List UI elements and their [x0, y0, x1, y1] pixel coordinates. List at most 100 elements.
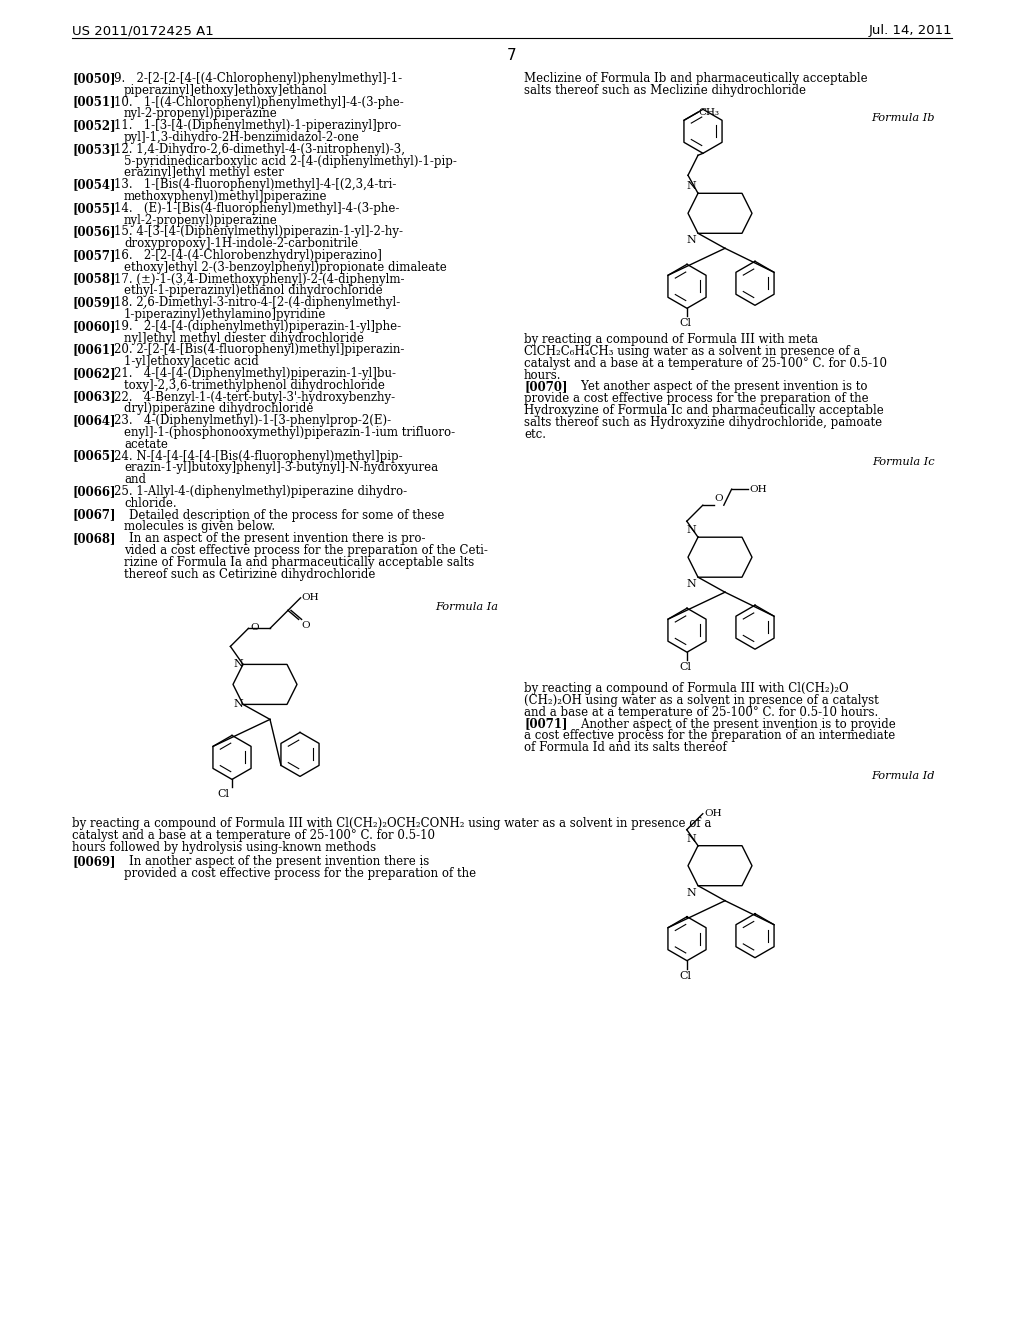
Text: (CH₂)₂OH using water as a solvent in presence of a catalyst: (CH₂)₂OH using water as a solvent in pre…: [524, 694, 879, 708]
Text: Formula Id: Formula Id: [871, 771, 935, 780]
Text: by reacting a compound of Formula III with meta: by reacting a compound of Formula III wi…: [524, 333, 818, 346]
Text: [0065]: [0065]: [72, 450, 116, 462]
Text: 1-piperazinyl)ethylamino]pyridine: 1-piperazinyl)ethylamino]pyridine: [124, 308, 327, 321]
Text: [0056]: [0056]: [72, 226, 116, 239]
Text: 18. 2,6-Dimethyl-3-nitro-4-[2-(4-diphenylmethyl-: 18. 2,6-Dimethyl-3-nitro-4-[2-(4-dipheny…: [114, 296, 400, 309]
Text: O: O: [251, 623, 259, 632]
Text: [0062]: [0062]: [72, 367, 116, 380]
Text: OH: OH: [750, 484, 767, 494]
Text: ethoxy]ethyl 2-(3-benzoylphenyl)propionate dimaleate: ethoxy]ethyl 2-(3-benzoylphenyl)propiona…: [124, 261, 446, 273]
Text: Detailed description of the process for some of these: Detailed description of the process for …: [114, 508, 444, 521]
Text: hours followed by hydrolysis using-known methods: hours followed by hydrolysis using-known…: [72, 841, 376, 854]
Text: N: N: [686, 834, 696, 843]
Text: [0071]: [0071]: [524, 718, 567, 730]
Text: 13.   1-[Bis(4-fluorophenyl)methyl]-4-[(2,3,4-tri-: 13. 1-[Bis(4-fluorophenyl)methyl]-4-[(2,…: [114, 178, 396, 191]
Text: 9.   2-[2-[2-[4-[(4-Chlorophenyl)phenylmethyl]-1-: 9. 2-[2-[2-[4-[(4-Chlorophenyl)phenylmet…: [114, 73, 402, 84]
Text: 16.   2-[2-[4-(4-Chlorobenzhydryl)piperazino]: 16. 2-[2-[4-(4-Chlorobenzhydryl)piperazi…: [114, 249, 382, 261]
Text: erazinyl]ethyl methyl ester: erazinyl]ethyl methyl ester: [124, 166, 284, 180]
Text: [0059]: [0059]: [72, 296, 116, 309]
Text: molecules is given below.: molecules is given below.: [124, 520, 275, 533]
Text: [0064]: [0064]: [72, 414, 116, 428]
Text: 17. (±)-1-(3,4-Dimethoxyphenyl)-2-(4-diphenylm-: 17. (±)-1-(3,4-Dimethoxyphenyl)-2-(4-dip…: [114, 273, 404, 285]
Text: [0054]: [0054]: [72, 178, 116, 191]
Text: piperazinyl]ethoxy]ethoxy]ethanol: piperazinyl]ethoxy]ethoxy]ethanol: [124, 83, 328, 96]
Text: N: N: [233, 700, 243, 709]
Text: 12. 1,4-Dihydro-2,6-dimethyl-4-(3-nitrophenyl)-3,: 12. 1,4-Dihydro-2,6-dimethyl-4-(3-nitrop…: [114, 143, 406, 156]
Text: OH: OH: [705, 809, 722, 818]
Text: [0058]: [0058]: [72, 273, 116, 285]
Text: salts thereof such as Meclizine dihydrochloride: salts thereof such as Meclizine dihydroc…: [524, 83, 806, 96]
Text: 21.   4-[4-[4-(Diphenylmethyl)piperazin-1-yl]bu-: 21. 4-[4-[4-(Diphenylmethyl)piperazin-1-…: [114, 367, 396, 380]
Text: 11.   1-[3-[4-(Diphenylmethyl)-1-piperazinyl]pro-: 11. 1-[3-[4-(Diphenylmethyl)-1-piperazin…: [114, 119, 401, 132]
Text: [0051]: [0051]: [72, 95, 116, 108]
Text: [0060]: [0060]: [72, 319, 116, 333]
Text: [0055]: [0055]: [72, 202, 116, 215]
Text: methoxyphenyl)methyl]piperazine: methoxyphenyl)methyl]piperazine: [124, 190, 328, 203]
Text: 7: 7: [507, 48, 517, 63]
Text: [0052]: [0052]: [72, 119, 116, 132]
Text: N: N: [233, 660, 243, 669]
Text: N: N: [686, 235, 696, 246]
Text: 22.   4-Benzyl-1-(4-tert-butyl-3'-hydroxybenzhy-: 22. 4-Benzyl-1-(4-tert-butyl-3'-hydroxyb…: [114, 391, 395, 404]
Text: toxy]-2,3,6-trimethylphenol dihydrochloride: toxy]-2,3,6-trimethylphenol dihydrochlor…: [124, 379, 385, 392]
Text: Formula Ia: Formula Ia: [435, 602, 498, 612]
Text: ethyl-1-piperazinyl)ethanol dihydrochloride: ethyl-1-piperazinyl)ethanol dihydrochlor…: [124, 284, 383, 297]
Text: 24. N-[4-[4-[4-[4-[Bis(4-fluorophenyl)methyl]pip-: 24. N-[4-[4-[4-[4-[Bis(4-fluorophenyl)me…: [114, 450, 402, 462]
Text: OH: OH: [302, 593, 319, 602]
Text: a cost effective process for the preparation of an intermediate: a cost effective process for the prepara…: [524, 730, 895, 742]
Text: US 2011/0172425 A1: US 2011/0172425 A1: [72, 24, 214, 37]
Text: nyl]ethyl methyl diester dihydrochloride: nyl]ethyl methyl diester dihydrochloride: [124, 331, 364, 345]
Text: [0068]: [0068]: [72, 532, 116, 545]
Text: 20. 2-[2-[4-[Bis(4-fluorophenyl)methyl]piperazin-: 20. 2-[2-[4-[Bis(4-fluorophenyl)methyl]p…: [114, 343, 404, 356]
Text: hours.: hours.: [524, 368, 561, 381]
Text: 14.   (E)-1-[Bis(4-fluorophenyl)methyl]-4-(3-phe-: 14. (E)-1-[Bis(4-fluorophenyl)methyl]-4-…: [114, 202, 399, 215]
Text: provide a cost effective process for the preparation of the: provide a cost effective process for the…: [524, 392, 868, 405]
Text: CH₃: CH₃: [698, 108, 719, 116]
Text: erazin-1-yl]butoxy]phenyl]-3-butynyl]-N-hydroxyurea: erazin-1-yl]butoxy]phenyl]-3-butynyl]-N-…: [124, 462, 438, 474]
Text: [0063]: [0063]: [72, 391, 116, 404]
Text: 25. 1-Allyl-4-(diphenylmethyl)piperazine dihydro-: 25. 1-Allyl-4-(diphenylmethyl)piperazine…: [114, 484, 408, 498]
Text: [0067]: [0067]: [72, 508, 116, 521]
Text: Cl: Cl: [679, 318, 691, 329]
Text: catalyst and a base at a temperature of 25-100° C. for 0.5-10: catalyst and a base at a temperature of …: [72, 829, 435, 842]
Text: [0069]: [0069]: [72, 855, 116, 867]
Text: rizine of Formula Ia and pharmaceutically acceptable salts: rizine of Formula Ia and pharmaceuticall…: [124, 556, 474, 569]
Text: enyl]-1-(phosphonooxymethyl)piperazin-1-ium trifluoro-: enyl]-1-(phosphonooxymethyl)piperazin-1-…: [124, 426, 455, 440]
Text: pyl]-1,3-dihydro-2H-benzimidazol-2-one: pyl]-1,3-dihydro-2H-benzimidazol-2-one: [124, 131, 359, 144]
Text: ClCH₂C₆H₄CH₃ using water as a solvent in presence of a: ClCH₂C₆H₄CH₃ using water as a solvent in…: [524, 345, 860, 358]
Text: by reacting a compound of Formula III with Cl(CH₂)₂OCH₂CONH₂ using water as a so: by reacting a compound of Formula III wi…: [72, 817, 712, 830]
Text: dryl)piperazine dihydrochloride: dryl)piperazine dihydrochloride: [124, 403, 313, 416]
Text: O: O: [715, 494, 723, 503]
Text: N: N: [686, 887, 696, 898]
Text: provided a cost effective process for the preparation of the: provided a cost effective process for th…: [124, 867, 476, 879]
Text: In another aspect of the present invention there is: In another aspect of the present inventi…: [114, 855, 429, 867]
Text: Formula Ib: Formula Ib: [871, 114, 935, 123]
Text: Cl: Cl: [679, 663, 691, 672]
Text: etc.: etc.: [524, 428, 546, 441]
Text: 10.   1-[(4-Chlorophenyl)phenylmethyl]-4-(3-phe-: 10. 1-[(4-Chlorophenyl)phenylmethyl]-4-(…: [114, 95, 403, 108]
Text: catalyst and a base at a temperature of 25-100° C. for 0.5-10: catalyst and a base at a temperature of …: [524, 356, 887, 370]
Text: 5-pyridinedicarboxylic acid 2-[4-(diphenylmethyl)-1-pip-: 5-pyridinedicarboxylic acid 2-[4-(diphen…: [124, 154, 457, 168]
Text: N: N: [686, 579, 696, 589]
Text: O: O: [302, 622, 310, 631]
Text: [0066]: [0066]: [72, 484, 116, 498]
Text: salts thereof such as Hydroxyzine dihydrochloride, pamoate: salts thereof such as Hydroxyzine dihydr…: [524, 416, 882, 429]
Text: Yet another aspect of the present invention is to: Yet another aspect of the present invent…: [566, 380, 867, 393]
Text: thereof such as Cetirizine dihydrochloride: thereof such as Cetirizine dihydrochlori…: [124, 568, 376, 581]
Text: Hydroxyzine of Formula Ic and pharmaceutically acceptable: Hydroxyzine of Formula Ic and pharmaceut…: [524, 404, 884, 417]
Text: Meclizine of Formula Ib and pharmaceutically acceptable: Meclizine of Formula Ib and pharmaceutic…: [524, 73, 867, 84]
Text: [0050]: [0050]: [72, 73, 116, 84]
Text: acetate: acetate: [124, 438, 168, 451]
Text: droxypropoxy]-1H-indole-2-carbonitrile: droxypropoxy]-1H-indole-2-carbonitrile: [124, 238, 358, 251]
Text: of Formula Id and its salts thereof: of Formula Id and its salts thereof: [524, 742, 727, 754]
Text: chloride.: chloride.: [124, 496, 176, 510]
Text: 15. 4-[3-[4-(Diphenylmethyl)piperazin-1-yl]-2-hy-: 15. 4-[3-[4-(Diphenylmethyl)piperazin-1-…: [114, 226, 403, 239]
Text: and: and: [124, 473, 146, 486]
Text: [0061]: [0061]: [72, 343, 116, 356]
Text: nyl-2-propenyl)piperazine: nyl-2-propenyl)piperazine: [124, 107, 278, 120]
Text: [0057]: [0057]: [72, 249, 116, 261]
Text: by reacting a compound of Formula III with Cl(CH₂)₂O: by reacting a compound of Formula III wi…: [524, 682, 849, 696]
Text: N: N: [686, 525, 696, 535]
Text: In an aspect of the present invention there is pro-: In an aspect of the present invention th…: [114, 532, 426, 545]
Text: Another aspect of the present invention is to provide: Another aspect of the present invention …: [566, 718, 896, 730]
